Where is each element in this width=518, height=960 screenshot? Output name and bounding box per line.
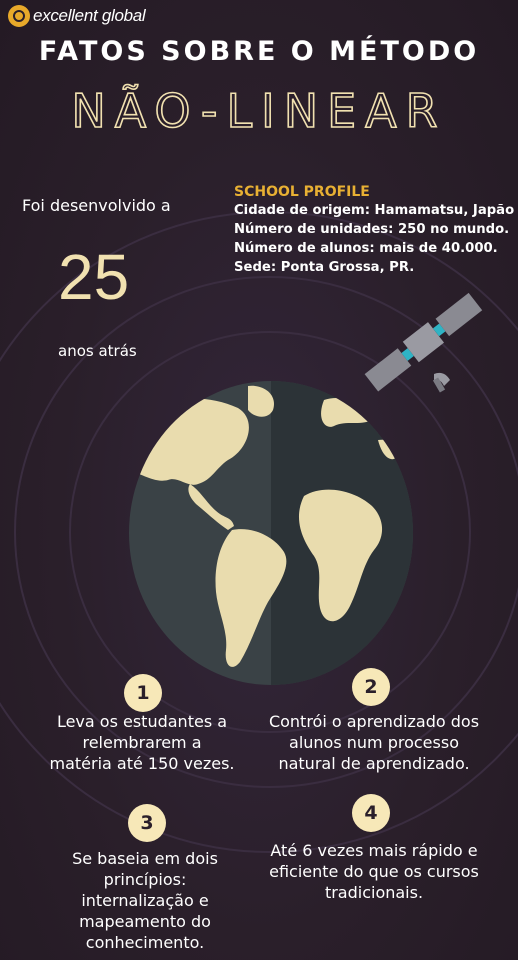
developed-suffix: anos atrás	[58, 342, 137, 360]
fact-line: Se baseia em dois	[72, 849, 218, 868]
school-profile-line: Sede: Ponta Grossa, PR.	[234, 260, 415, 275]
fact-line: princípios:	[103, 870, 187, 889]
page-subtitle: NÃO-LINEAR	[71, 83, 447, 139]
fact-line: Leva os estudantes a	[56, 712, 228, 731]
fact-line: tradicionais.	[324, 883, 424, 902]
fact-line: Até 6 vezes mais rápido e	[270, 841, 478, 860]
developed-prefix: Foi desenvolvido a	[22, 196, 171, 215]
school-profile: SCHOOL PROFILE Cidade de origem: Hamamat…	[234, 184, 518, 277]
satellite-icon	[364, 292, 483, 393]
school-profile-line: Número de unidades: 250 no mundo.	[234, 222, 510, 237]
globe-illustration	[129, 381, 413, 685]
school-profile-line: Número de alunos: mais de 40.000.	[234, 241, 498, 256]
fact-line: mapeamento do	[79, 912, 211, 931]
fact-badge-1: 1	[124, 674, 162, 712]
fact-line: relembrarem a	[82, 733, 202, 752]
page-title: FATOS SOBRE O MÉTODO	[38, 36, 480, 67]
fact-text-1: Leva os estudantes a relembrarem a matér…	[22, 711, 262, 774]
developed-number: 25	[58, 241, 130, 313]
fact-text-3: Se baseia em dois princípios: internaliz…	[40, 848, 250, 953]
fact-line: internalização e	[81, 891, 209, 910]
fact-badge-3: 3	[128, 804, 166, 842]
brand-logo: excellent global	[8, 4, 146, 28]
fact-line: alunos num processo	[289, 733, 459, 752]
fact-text-4: Até 6 vezes mais rápido e eficiente do q…	[248, 840, 500, 903]
school-profile-title: SCHOOL PROFILE	[234, 184, 370, 200]
fact-line: eficiente do que os cursos	[269, 862, 479, 881]
logo-icon	[8, 5, 30, 27]
fact-line: conhecimento.	[85, 933, 205, 952]
fact-line: natural de aprendizado.	[278, 754, 470, 773]
logo-text: excellent global	[33, 6, 146, 25]
fact-badge-2: 2	[352, 668, 390, 706]
fact-line: matéria até 150 vezes.	[49, 754, 235, 773]
fact-text-2: Contrói o aprendizado dos alunos num pro…	[248, 711, 500, 774]
fact-badge-4: 4	[352, 794, 390, 832]
fact-line: Contrói o aprendizado dos	[268, 712, 480, 731]
school-profile-line: Cidade de origem: Hamamatsu, Japão	[234, 203, 515, 218]
